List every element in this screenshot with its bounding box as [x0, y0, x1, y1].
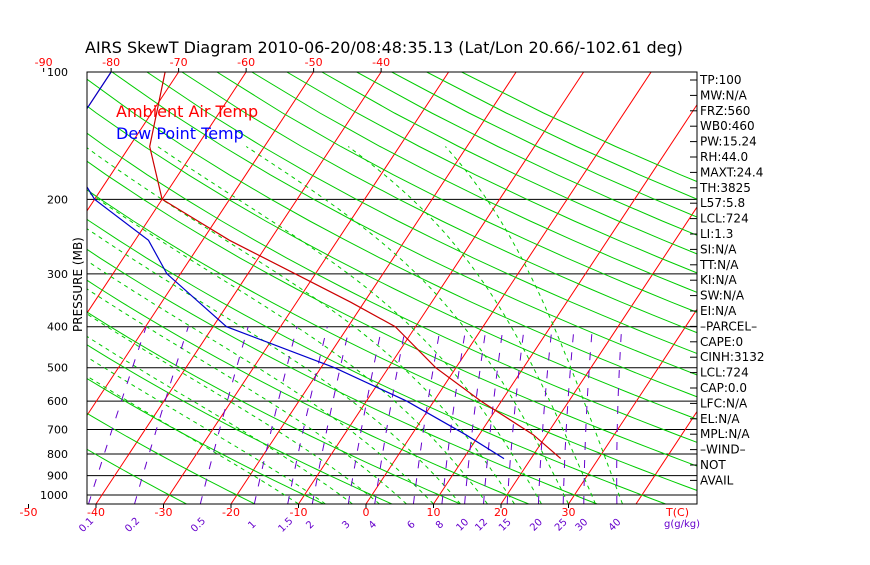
index-item: CAPE:0 [700, 335, 743, 349]
index-item: LFC:N/A [700, 396, 748, 410]
mixing-ratio-tick-label: 0.2 [123, 516, 142, 535]
mixing-ratio-line [507, 327, 524, 504]
index-item: L57:5.8 [700, 196, 745, 210]
isotherm-line [0, 72, 111, 504]
index-item: EI:N/A [700, 304, 737, 318]
y-tick-label: 500 [47, 362, 68, 375]
top-x-tick-label: -60 [237, 56, 255, 69]
index-item: –WIND– [700, 443, 746, 457]
mixing-ratio-line [617, 327, 622, 504]
index-item: TH:3825 [699, 181, 751, 195]
dry-adiabat [462, 72, 870, 504]
index-item: MAXT:24.4 [700, 165, 763, 179]
y-tick-label: 600 [47, 395, 68, 408]
mixing-ratio-tick-label: 1 [246, 519, 258, 531]
bottom-x-tick-label: -20 [222, 506, 240, 519]
mixing-ratio-tick-label: 8 [434, 519, 446, 531]
mixing-ratio-tick-label: 2 [304, 519, 316, 531]
mixing-ratio-unit-label: g(g/kg) [664, 519, 700, 530]
index-item: KI:N/A [700, 273, 737, 287]
index-item: CAP:0.0 [700, 381, 747, 395]
dry-adiabat [287, 72, 870, 504]
mixing-ratio-line [135, 327, 189, 504]
top-x-tick-label: -70 [170, 56, 188, 69]
index-item: LCL:724 [700, 212, 749, 226]
index-item: MW:N/A [700, 88, 748, 102]
mixing-ratio-tick-label: 30 [574, 517, 591, 534]
x-axis-unit-label: T(C) [665, 506, 689, 519]
dry-adiabat [182, 72, 870, 504]
index-item: SW:N/A [700, 289, 745, 303]
dry-adiabat [427, 72, 870, 504]
index-item: LCL:724 [700, 366, 749, 380]
bottom-x-tick-label: -10 [290, 506, 308, 519]
index-item: PW:15.24 [700, 135, 757, 149]
mixing-ratio-tick-label: 4 [367, 519, 379, 531]
top-x-tick-label: -90 [35, 56, 53, 69]
index-item: CINH:3132 [700, 350, 765, 364]
top-x-tick-label: -40 [372, 56, 390, 69]
index-item: RH:44.0 [700, 150, 748, 164]
mixing-ratio-line [538, 327, 552, 504]
mixing-ratio-tick-label: 40 [607, 517, 624, 534]
dry-adiabat [0, 72, 597, 504]
top-x-tick-label: -80 [102, 56, 120, 69]
mixing-ratio-tick-label: 10 [454, 517, 471, 534]
index-item: EL:N/A [700, 412, 740, 426]
mixing-ratio-tick-label: 6 [406, 519, 418, 531]
mixing-ratio-tick-label: 0.5 [189, 516, 208, 535]
bottom-x-tick-label: 30 [562, 506, 576, 519]
mixing-ratio-tick-label: 3 [340, 519, 352, 531]
moist-adiabat [85, 147, 514, 505]
moist-adiabat [0, 147, 299, 505]
dry-adiabat [0, 72, 734, 504]
legend-dew: Dew Point Temp [116, 124, 244, 143]
index-item: –PARCEL– [700, 319, 757, 333]
index-item: AVAIL [700, 473, 734, 487]
index-item: WB0:460 [700, 119, 755, 133]
plot-axes: 1002003004005006007008009001000-120-110-… [0, 56, 624, 535]
mixing-ratio-tick-label: 15 [497, 517, 514, 534]
legend-temp: Ambient Air Temp [116, 102, 258, 121]
index-item: MPL:N/A [700, 427, 750, 441]
index-item: NOT [700, 458, 726, 472]
top-x-tick-label: -50 [305, 56, 323, 69]
mixing-ratio-line [442, 327, 466, 504]
index-item: LI:1.3 [700, 227, 733, 241]
bottom-x-tick-label: 10 [427, 506, 441, 519]
index-item: TT:N/A [699, 258, 739, 272]
y-tick-label: 300 [47, 268, 68, 281]
y-axis-label: PRESSURE (MB) [71, 237, 85, 332]
bottom-x-tick-label: 0 [363, 506, 370, 519]
y-tick-label: 900 [47, 470, 68, 483]
isotherm-line [0, 72, 44, 504]
mixing-ratio-line [200, 327, 248, 504]
bottom-x-tick-label: -50 [20, 506, 38, 519]
isotherm-line [434, 72, 719, 504]
bottom-x-tick-label: -30 [155, 506, 173, 519]
index-item: SI:N/A [700, 242, 737, 256]
y-tick-label: 700 [47, 424, 68, 437]
mixing-ratio-line [375, 327, 406, 504]
mixing-ratio-line [465, 327, 487, 504]
mixing-ratio-line [288, 327, 328, 504]
mixing-ratio-tick-label: 20 [528, 517, 545, 534]
dry-adiabat [392, 72, 870, 504]
y-tick-label: 1000 [40, 489, 68, 502]
index-item: TP:100 [699, 73, 742, 87]
y-tick-label: 400 [47, 321, 68, 334]
y-tick-label: 800 [47, 448, 68, 461]
y-tick-label: 200 [47, 193, 68, 206]
mixing-ratio-tick-label: 12 [473, 517, 490, 534]
isotherm-line [366, 72, 651, 504]
dry-adiabat [357, 72, 870, 504]
index-item: FRZ:560 [700, 104, 750, 118]
mixing-ratio-tick-label: 25 [553, 517, 570, 534]
chart-title: AIRS SkewT Diagram 2010-06-20/08:48:35.1… [85, 38, 683, 57]
isotherm-line [771, 72, 870, 504]
mixing-ratio-line [348, 327, 382, 504]
